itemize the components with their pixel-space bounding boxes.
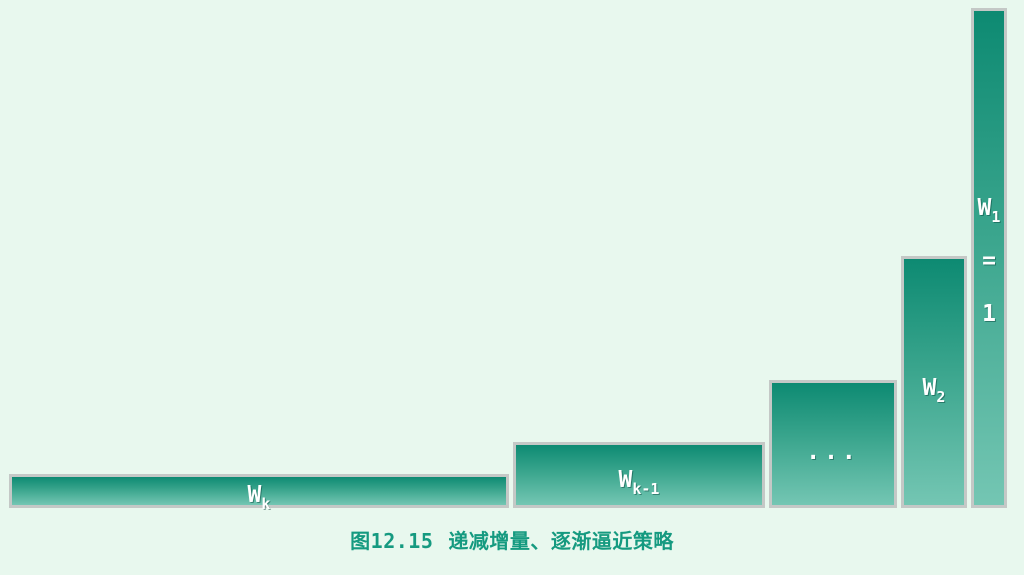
bar-w2-label-sub: 2: [936, 388, 946, 406]
bar-w2-label-main: W: [922, 375, 937, 401]
bar-wk-1-label: Wk-1: [516, 467, 762, 497]
bar-w1-label: W1 = 1: [970, 197, 1008, 326]
bar-wk-1-label-main: W: [618, 467, 633, 493]
figure-number: 图12.15: [350, 529, 434, 553]
bar-wk-label-main: W: [247, 482, 262, 508]
bar-wk-label-sub: k: [261, 495, 271, 513]
bar-ellipsis-label: ...: [772, 441, 894, 464]
bar-ellipsis: ...: [769, 380, 897, 508]
bar-w1: W1 = 1: [971, 8, 1007, 508]
bar-wk-1-label-sub: k-1: [632, 480, 660, 498]
bar-w1-label-value: 1: [982, 301, 996, 327]
bar-w1-label-sub: 1: [991, 208, 1001, 226]
figure-title: 递减增量、逐渐逼近策略: [448, 529, 674, 553]
bar-w2: W2: [901, 256, 967, 508]
bar-w1-label-eq: =: [982, 248, 996, 274]
bar-w1-label-w: W1: [970, 195, 1008, 225]
bar-w1-label-main: W: [977, 195, 992, 221]
bar-wk-1: Wk-1: [513, 442, 765, 508]
figure-caption: 图12.15 递减增量、逐渐逼近策略: [0, 531, 1024, 551]
bar-wk-label: Wk: [12, 482, 506, 512]
bar-w2-label: W2: [904, 375, 964, 405]
bar-wk: Wk: [9, 474, 509, 512]
bar-ellipsis-label-main: ...: [806, 439, 860, 465]
